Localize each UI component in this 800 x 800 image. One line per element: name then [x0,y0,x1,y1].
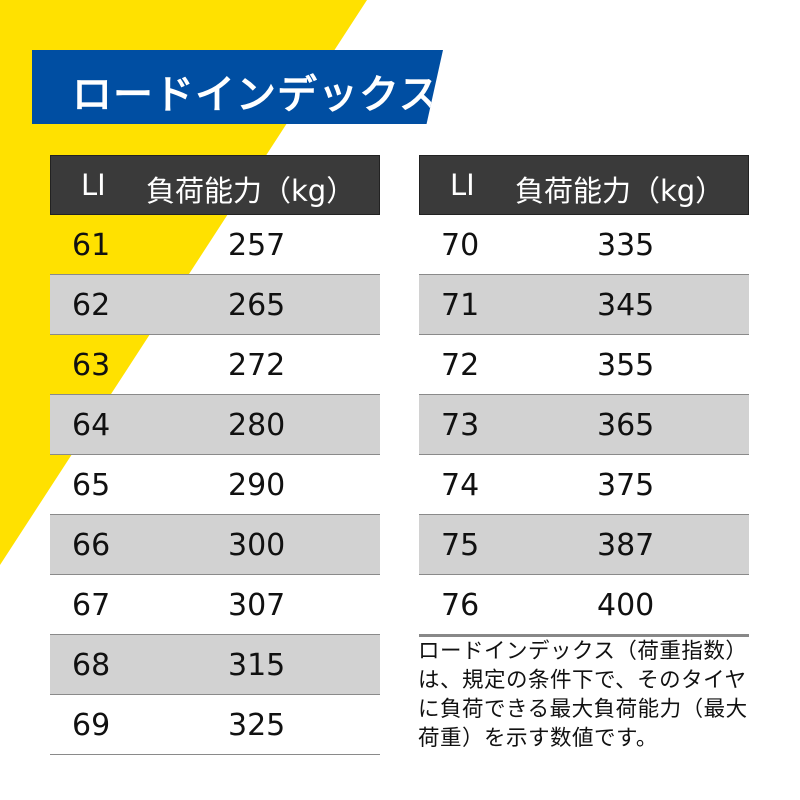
table-row: 74 375 [419,455,749,515]
header-load: 負荷能力（kg） [146,174,356,208]
table-row: 69 325 [50,695,380,755]
table-row: 71 345 [419,275,749,335]
li-value: 76 [441,588,480,623]
header-li: LI [450,168,475,202]
li-value: 67 [72,588,111,623]
load-kg-value: 300 [228,528,286,563]
li-value: 61 [72,228,111,263]
table-row: 65 290 [50,455,380,515]
table-header: LI 負荷能力（kg） [419,155,749,215]
load-kg-value: 257 [228,228,286,263]
table-row: 67 307 [50,575,380,635]
table-row: 75 387 [419,515,749,575]
table-row: 68 315 [50,635,380,695]
li-value: 64 [72,408,111,443]
li-value: 66 [72,528,111,563]
li-value: 70 [441,228,480,263]
table-row: 76 400 [419,575,749,637]
li-value: 72 [441,348,480,383]
table-row: 66 300 [50,515,380,575]
description-note: ロードインデックス（荷重指数）は、規定の条件下で、そのタイヤに負荷できる最大負荷… [418,639,748,751]
table-row: 64 280 [50,395,380,455]
li-value: 74 [441,468,480,503]
load-kg-value: 272 [228,348,286,383]
load-index-table-left: LI 負荷能力（kg） 61 257 62 265 63 272 64 280 65 290 66 3… [50,155,380,755]
load-index-table-right: LI 負荷能力（kg） 70 335 71 345 72 355 73 365 74 375 75 3… [419,155,749,637]
load-kg-value: 375 [597,468,655,503]
load-kg-value: 280 [228,408,286,443]
li-value: 63 [72,348,111,383]
load-kg-value: 315 [228,648,286,683]
header-li: LI [81,168,106,202]
load-kg-value: 335 [597,228,655,263]
table-row: 62 265 [50,275,380,335]
load-kg-value: 290 [228,468,286,503]
load-kg-value: 325 [228,708,286,743]
li-value: 68 [72,648,111,683]
title-banner: ロードインデックスの見方 [32,50,443,124]
table-row: 70 335 [419,215,749,275]
load-kg-value: 400 [597,588,655,623]
table-row: 73 365 [419,395,749,455]
table-row: 61 257 [50,215,380,275]
page-title: ロードインデックスの見方 [72,72,563,118]
li-value: 69 [72,708,111,743]
header-load: 負荷能力（kg） [515,174,725,208]
li-value: 62 [72,288,111,323]
li-value: 75 [441,528,480,563]
load-kg-value: 355 [597,348,655,383]
load-kg-value: 365 [597,408,655,443]
li-value: 73 [441,408,480,443]
load-kg-value: 307 [228,588,286,623]
table-row: 63 272 [50,335,380,395]
load-kg-value: 345 [597,288,655,323]
li-value: 65 [72,468,111,503]
li-value: 71 [441,288,480,323]
load-kg-value: 387 [597,528,655,563]
table-header: LI 負荷能力（kg） [50,155,380,215]
load-kg-value: 265 [228,288,286,323]
table-row: 72 355 [419,335,749,395]
